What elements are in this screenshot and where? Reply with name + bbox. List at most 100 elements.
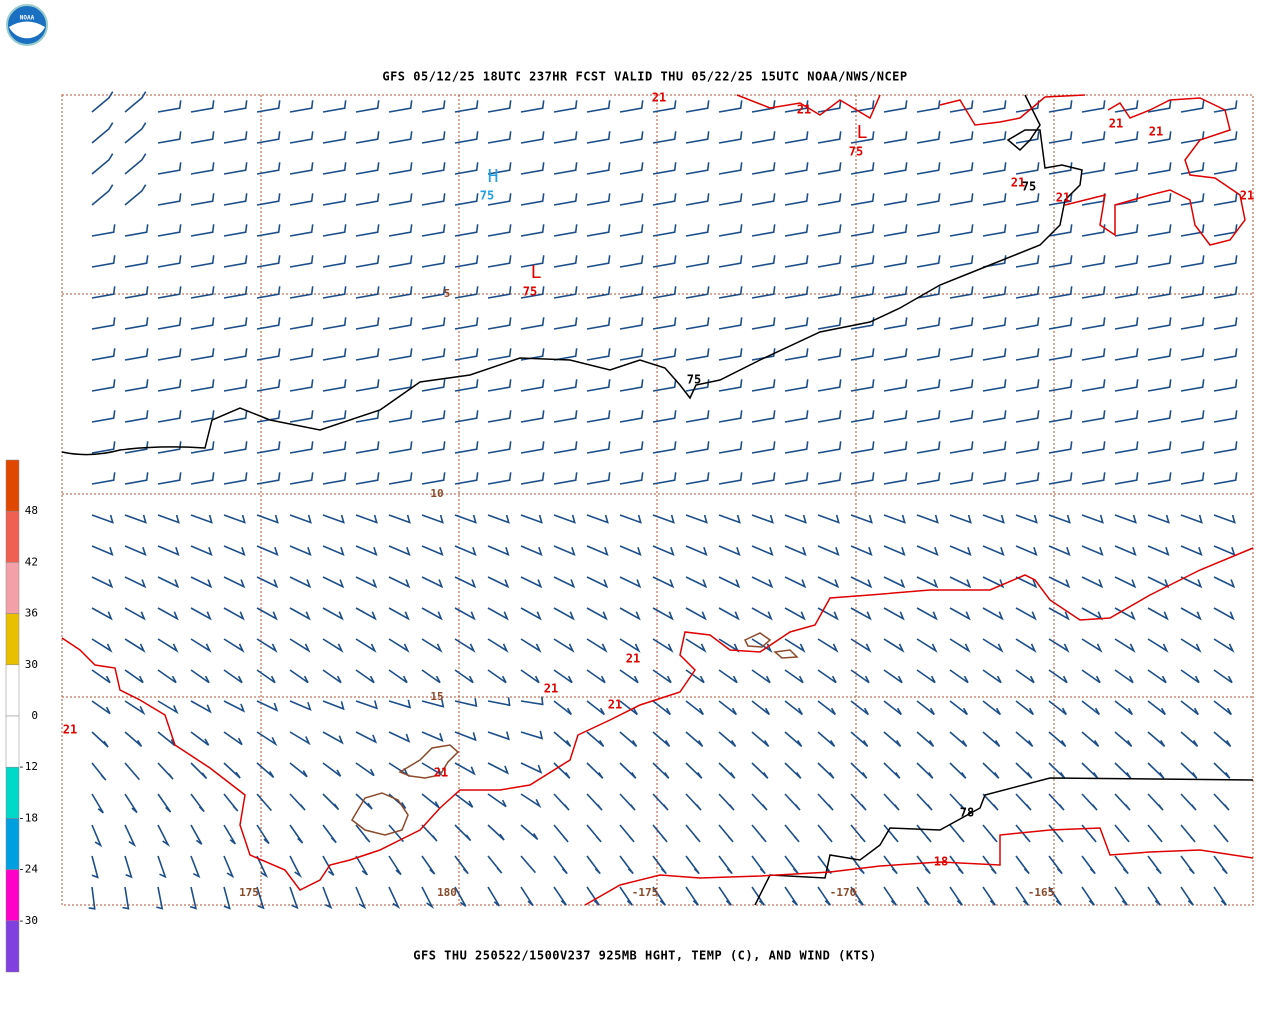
- wind-barb: [124, 731, 143, 748]
- wind-barb: [685, 255, 710, 268]
- wind-barb: [982, 514, 1005, 524]
- wind-barb: [157, 224, 182, 237]
- wind-barb: [355, 224, 380, 237]
- wind-barb: [817, 255, 842, 268]
- wind-barb: [619, 700, 638, 716]
- wind-barb: [1048, 514, 1071, 524]
- wind-barb: [1180, 100, 1205, 113]
- wind-barb: [124, 410, 149, 423]
- wind-barb: [916, 472, 941, 485]
- wind-barb: [982, 855, 997, 875]
- colorbar-label: 42: [25, 555, 38, 568]
- wind-barb: [322, 762, 342, 777]
- wind-barb: [586, 731, 605, 748]
- wind-barb: [916, 731, 935, 748]
- wind-barb: [454, 855, 469, 875]
- temperature-contour: [61, 547, 1254, 891]
- wind-barb: [949, 545, 972, 557]
- wind-barb: [883, 162, 908, 175]
- wind-barb: [751, 545, 774, 557]
- island: [773, 649, 799, 659]
- wind-barb: [157, 131, 182, 144]
- wind-barb: [982, 379, 1007, 392]
- wind-barb: [223, 762, 241, 779]
- wind-barb: [1147, 886, 1161, 906]
- wind-barb: [916, 255, 941, 268]
- wind-barb: [619, 379, 644, 392]
- wind-barb: [520, 379, 545, 392]
- wind-barb: [520, 762, 543, 774]
- wind-barb: [355, 286, 380, 299]
- wind-barb: [817, 162, 842, 175]
- wind-barb: [487, 286, 512, 299]
- contour-label: 75: [1022, 180, 1036, 194]
- wind-barb: [487, 379, 512, 392]
- wind-barb: [784, 793, 801, 811]
- wind-barb: [553, 576, 576, 589]
- wind-barb: [223, 700, 246, 713]
- wind-barb: [784, 131, 809, 144]
- wind-barb: [1015, 441, 1040, 454]
- wind-barb: [322, 317, 347, 330]
- wind-barb: [223, 379, 248, 392]
- wind-barb: [949, 379, 974, 392]
- wind-barb: [982, 441, 1007, 454]
- wind-barb: [157, 472, 182, 485]
- wind-barb: [718, 886, 732, 906]
- wind-barb: [718, 441, 743, 454]
- wind-barb: [487, 441, 512, 454]
- wind-barb: [355, 348, 380, 361]
- wind-barb: [454, 514, 477, 524]
- wind-barb: [652, 700, 671, 716]
- wind-barb: [850, 348, 875, 361]
- wind-barb: [1081, 545, 1104, 557]
- wind-barb: [1114, 162, 1139, 175]
- wind-barb: [190, 762, 208, 780]
- colorbar-swatch: [5, 715, 20, 768]
- wind-barb: [1048, 576, 1071, 589]
- wind-barb: [520, 472, 545, 485]
- wind-barb: [850, 545, 873, 557]
- wind-barb: [487, 545, 510, 557]
- wind-barb: [916, 514, 939, 524]
- wind-barb: [355, 545, 378, 557]
- wind-barb: [553, 100, 578, 113]
- wind-barb: [751, 762, 769, 779]
- wind-barb: [916, 793, 933, 811]
- wind-barb: [421, 441, 446, 454]
- wind-barb: [553, 193, 578, 206]
- wind-barb: [1147, 255, 1172, 268]
- wind-barb: [982, 286, 1007, 299]
- wind-barb: [454, 669, 474, 684]
- wind-barb: [1048, 855, 1063, 875]
- wind-barb: [817, 472, 842, 485]
- wind-barb: [553, 855, 568, 875]
- wind-barb: [454, 224, 479, 237]
- wind-barb: [454, 731, 477, 742]
- wind-barb: [553, 638, 575, 653]
- wind-barb: [784, 410, 809, 423]
- wind-barb: [718, 379, 743, 392]
- wind-barb: [982, 545, 1005, 557]
- wind-barb: [685, 472, 710, 485]
- wind-barb: [751, 224, 776, 237]
- wind-barb: [1015, 100, 1040, 113]
- wind-barb: [916, 669, 936, 684]
- wind-barb: [487, 193, 512, 206]
- wind-barb: [949, 607, 971, 621]
- wind-barb: [124, 514, 147, 524]
- wind-barb: [256, 669, 276, 684]
- wind-barb: [1114, 886, 1128, 906]
- wind-barb: [157, 255, 182, 268]
- wind-barb: [223, 855, 235, 879]
- wind-barb: [355, 700, 378, 710]
- wind-barb: [223, 793, 239, 812]
- wind-barb: [1213, 224, 1238, 237]
- wind-barb: [652, 193, 677, 206]
- wind-barb: [256, 855, 269, 878]
- wind-barb: [1048, 545, 1071, 557]
- wind-barb: [91, 286, 116, 299]
- wind-barb: [1081, 762, 1099, 779]
- wind-barb: [751, 886, 765, 906]
- wind-barb: [223, 131, 248, 144]
